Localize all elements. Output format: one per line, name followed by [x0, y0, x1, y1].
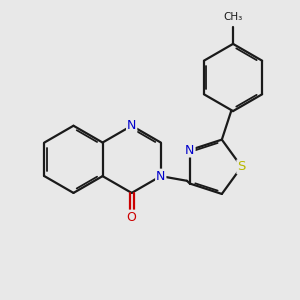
Text: N: N	[127, 119, 136, 132]
Text: CH₃: CH₃	[224, 12, 243, 22]
Text: N: N	[185, 143, 195, 157]
Text: O: O	[127, 211, 136, 224]
Text: S: S	[237, 160, 246, 173]
Text: N: N	[156, 169, 165, 183]
